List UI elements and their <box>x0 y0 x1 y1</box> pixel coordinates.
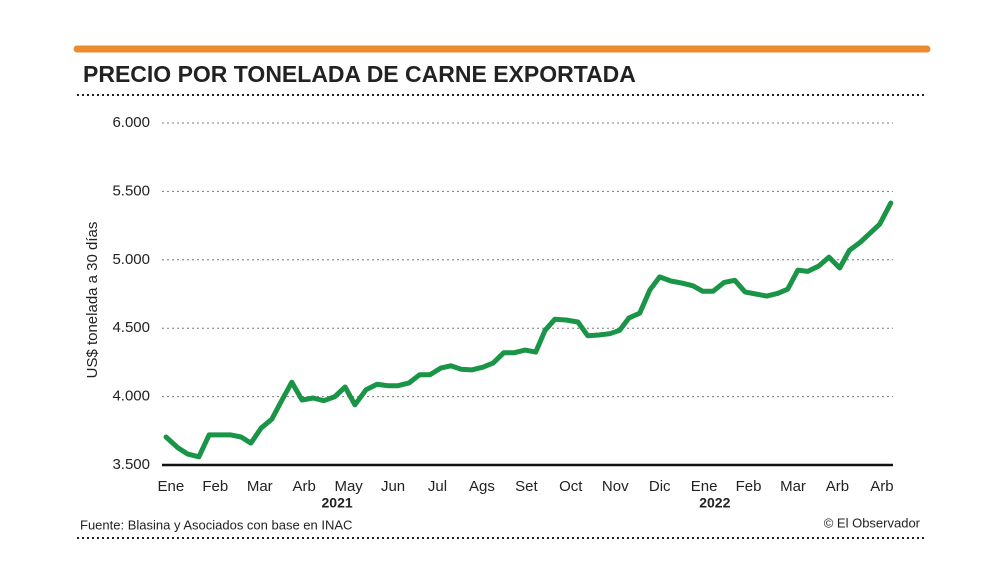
x-tick-label: May <box>334 478 363 495</box>
year-label: 2022 <box>699 495 730 511</box>
x-tick-label: Jul <box>428 478 447 495</box>
chart-title: PRECIO POR TONELADA DE CARNE EXPORTADA <box>83 61 636 87</box>
x-tick-label: Arb <box>293 478 316 495</box>
x-tick-label: Dic <box>649 478 671 495</box>
x-tick-label: Ags <box>469 478 495 495</box>
x-tick-label: Set <box>515 478 538 495</box>
source: Fuente: Blasina y Asociados con base en … <box>80 517 352 532</box>
x-tick-label: Arb <box>826 478 849 495</box>
x-tick-label: Nov <box>602 478 629 495</box>
y-axis-label: US$ tonelada a 30 días <box>84 222 101 379</box>
y-tick-label: 5.500 <box>112 182 150 199</box>
x-tick-label: Feb <box>202 478 228 495</box>
x-tick-label: Feb <box>736 478 762 495</box>
y-tick-label: 4.500 <box>112 319 150 336</box>
x-tick-label: Ene <box>691 478 718 495</box>
x-tick-label: Arb <box>870 478 893 495</box>
y-tick-label: 4.000 <box>112 388 150 405</box>
y-tick-label: 6.000 <box>112 114 150 131</box>
x-tick-label: Ene <box>158 478 185 495</box>
x-tick-label: Jun <box>381 478 405 495</box>
y-tick-label: 3.500 <box>112 456 150 473</box>
x-tick-label: Mar <box>247 478 273 495</box>
y-tick-label: 5.000 <box>112 251 150 268</box>
x-tick-label: Oct <box>559 478 583 495</box>
credit: © El Observador <box>824 515 921 530</box>
x-tick-label: Mar <box>780 478 806 495</box>
line <box>163 200 894 460</box>
year-label: 2021 <box>322 495 353 511</box>
